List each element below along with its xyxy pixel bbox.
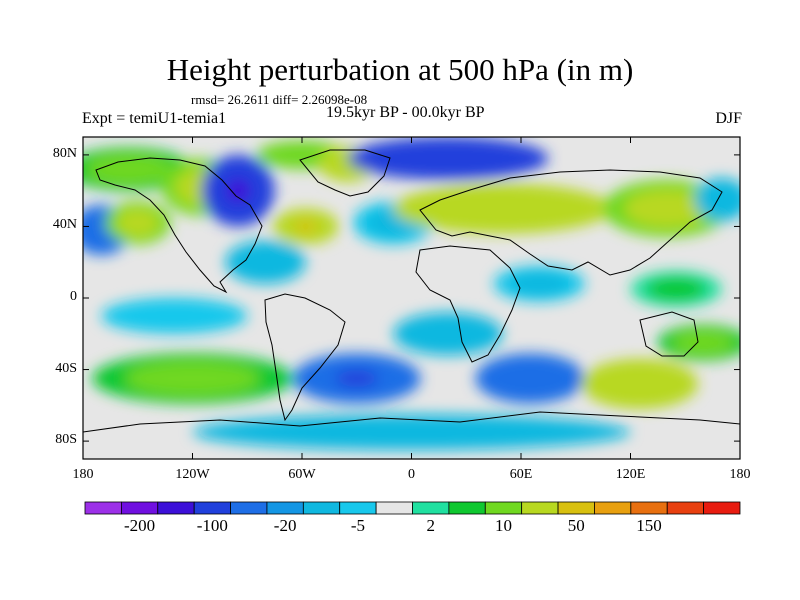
anomaly-cell-5-ring-1: [238, 247, 293, 277]
coastline-antarctica: [83, 411, 740, 433]
x-tick-label: 0: [408, 467, 415, 482]
colorbar-label: -100: [196, 516, 228, 535]
anomaly-cell-13-ring-1: [703, 185, 740, 214]
anomaly-cell-12-ring-1: [624, 189, 710, 228]
colorbar-swatch-14: [594, 501, 632, 515]
anomaly-cell-14-ring-1: [508, 271, 570, 296]
plot-title: Height perturbation at 500 hPa (in m): [166, 52, 634, 87]
coastline-africa: [415, 245, 521, 363]
colorbar-swatch-11: [484, 501, 523, 515]
anomaly-cell-7-ring-1: [271, 145, 333, 165]
y-tick-label: 40S: [55, 360, 77, 376]
colorbar-swatch-17: [703, 501, 741, 515]
colorbar-label: 50: [567, 516, 585, 535]
anomaly-cell-2-ring-1: [115, 208, 160, 238]
season-label: DJF: [715, 110, 742, 127]
colorbar-swatch-16: [666, 501, 705, 515]
anomaly-cell-4-ring-2: [225, 178, 251, 203]
anomaly-cell-17-ring-1: [125, 361, 260, 396]
colorbar-swatch-15: [630, 501, 668, 515]
anomaly-field: [83, 137, 740, 451]
colorbar-swatch-12: [521, 501, 559, 515]
x-tick-label: 180: [72, 467, 94, 482]
colorbar-label: 10: [494, 516, 512, 535]
anomaly-cell-1-ring-1: [85, 154, 172, 184]
coastline-greenland: [299, 149, 391, 197]
colorbar-swatch-6: [302, 501, 341, 515]
y-tick-label: 40N: [52, 217, 77, 233]
coastline-south-america: [264, 293, 346, 422]
anomaly-cell-15-ring-1: [645, 277, 707, 302]
x-tick-label: 180: [729, 467, 751, 482]
anomaly-cell-11-ring-1: [429, 191, 577, 226]
axis-ticks: [82, 137, 741, 459]
colorbar-swatch-5: [266, 501, 304, 515]
experiment-label: Expt = temiU1-temia1: [82, 110, 227, 127]
colorbar-swatch-2: [157, 501, 195, 515]
x-tick-label: 120E: [615, 467, 646, 482]
anomaly-cell-22-ring-1: [672, 330, 735, 355]
colorbar-swatch-1: [120, 501, 159, 515]
x-tick-label: 60W: [288, 467, 316, 482]
anomaly-cell-21-ring-1: [600, 367, 679, 401]
anomaly-cell-18-ring-2: [335, 369, 379, 388]
anomaly-cell-6-ring-2: [294, 220, 317, 233]
period-label: 19.5kyr BP - 00.0kyr BP: [326, 104, 485, 121]
colorbar-swatch-0: [84, 501, 122, 515]
anomaly-cell-19-ring-1: [411, 319, 485, 349]
colorbar-swatch-3: [193, 501, 231, 515]
colorbar-swatch-4: [230, 501, 268, 515]
x-tick-label: 120W: [175, 467, 210, 482]
colorbar-label: 150: [636, 516, 662, 535]
anomaly-cell-10-ring-2: [413, 151, 483, 166]
coastline-eurasia: [419, 169, 723, 276]
coastlines: [83, 149, 740, 433]
colorbar: [84, 501, 741, 515]
colorbar-label: -200: [123, 516, 156, 535]
colorbar-swatch-10: [448, 501, 486, 515]
colorbar-swatch-13: [557, 501, 595, 515]
colorbar-label: -20: [273, 516, 297, 535]
y-tick-label: 80N: [52, 145, 77, 161]
colorbar-swatch-7: [339, 501, 377, 515]
anomaly-cell-16-ring-1: [125, 303, 224, 328]
x-tick-label: 60E: [509, 467, 533, 482]
colorbar-label: 2: [426, 516, 435, 535]
colorbar-label: -5: [350, 516, 365, 535]
colorbar-swatch-8: [375, 501, 413, 515]
y-tick-label: 0: [70, 289, 77, 304]
anomaly-cell-20-ring-1: [493, 361, 567, 396]
colorbar-swatch-9: [412, 501, 450, 515]
stats-line: rmsd= 26.2611 diff= 2.26098e-08: [191, 92, 368, 107]
y-tick-label: 80S: [55, 432, 77, 448]
coastline-north-america: [95, 157, 263, 294]
anomaly-cell-23-ring-1: [264, 420, 559, 445]
coastline-australia: [639, 311, 699, 357]
